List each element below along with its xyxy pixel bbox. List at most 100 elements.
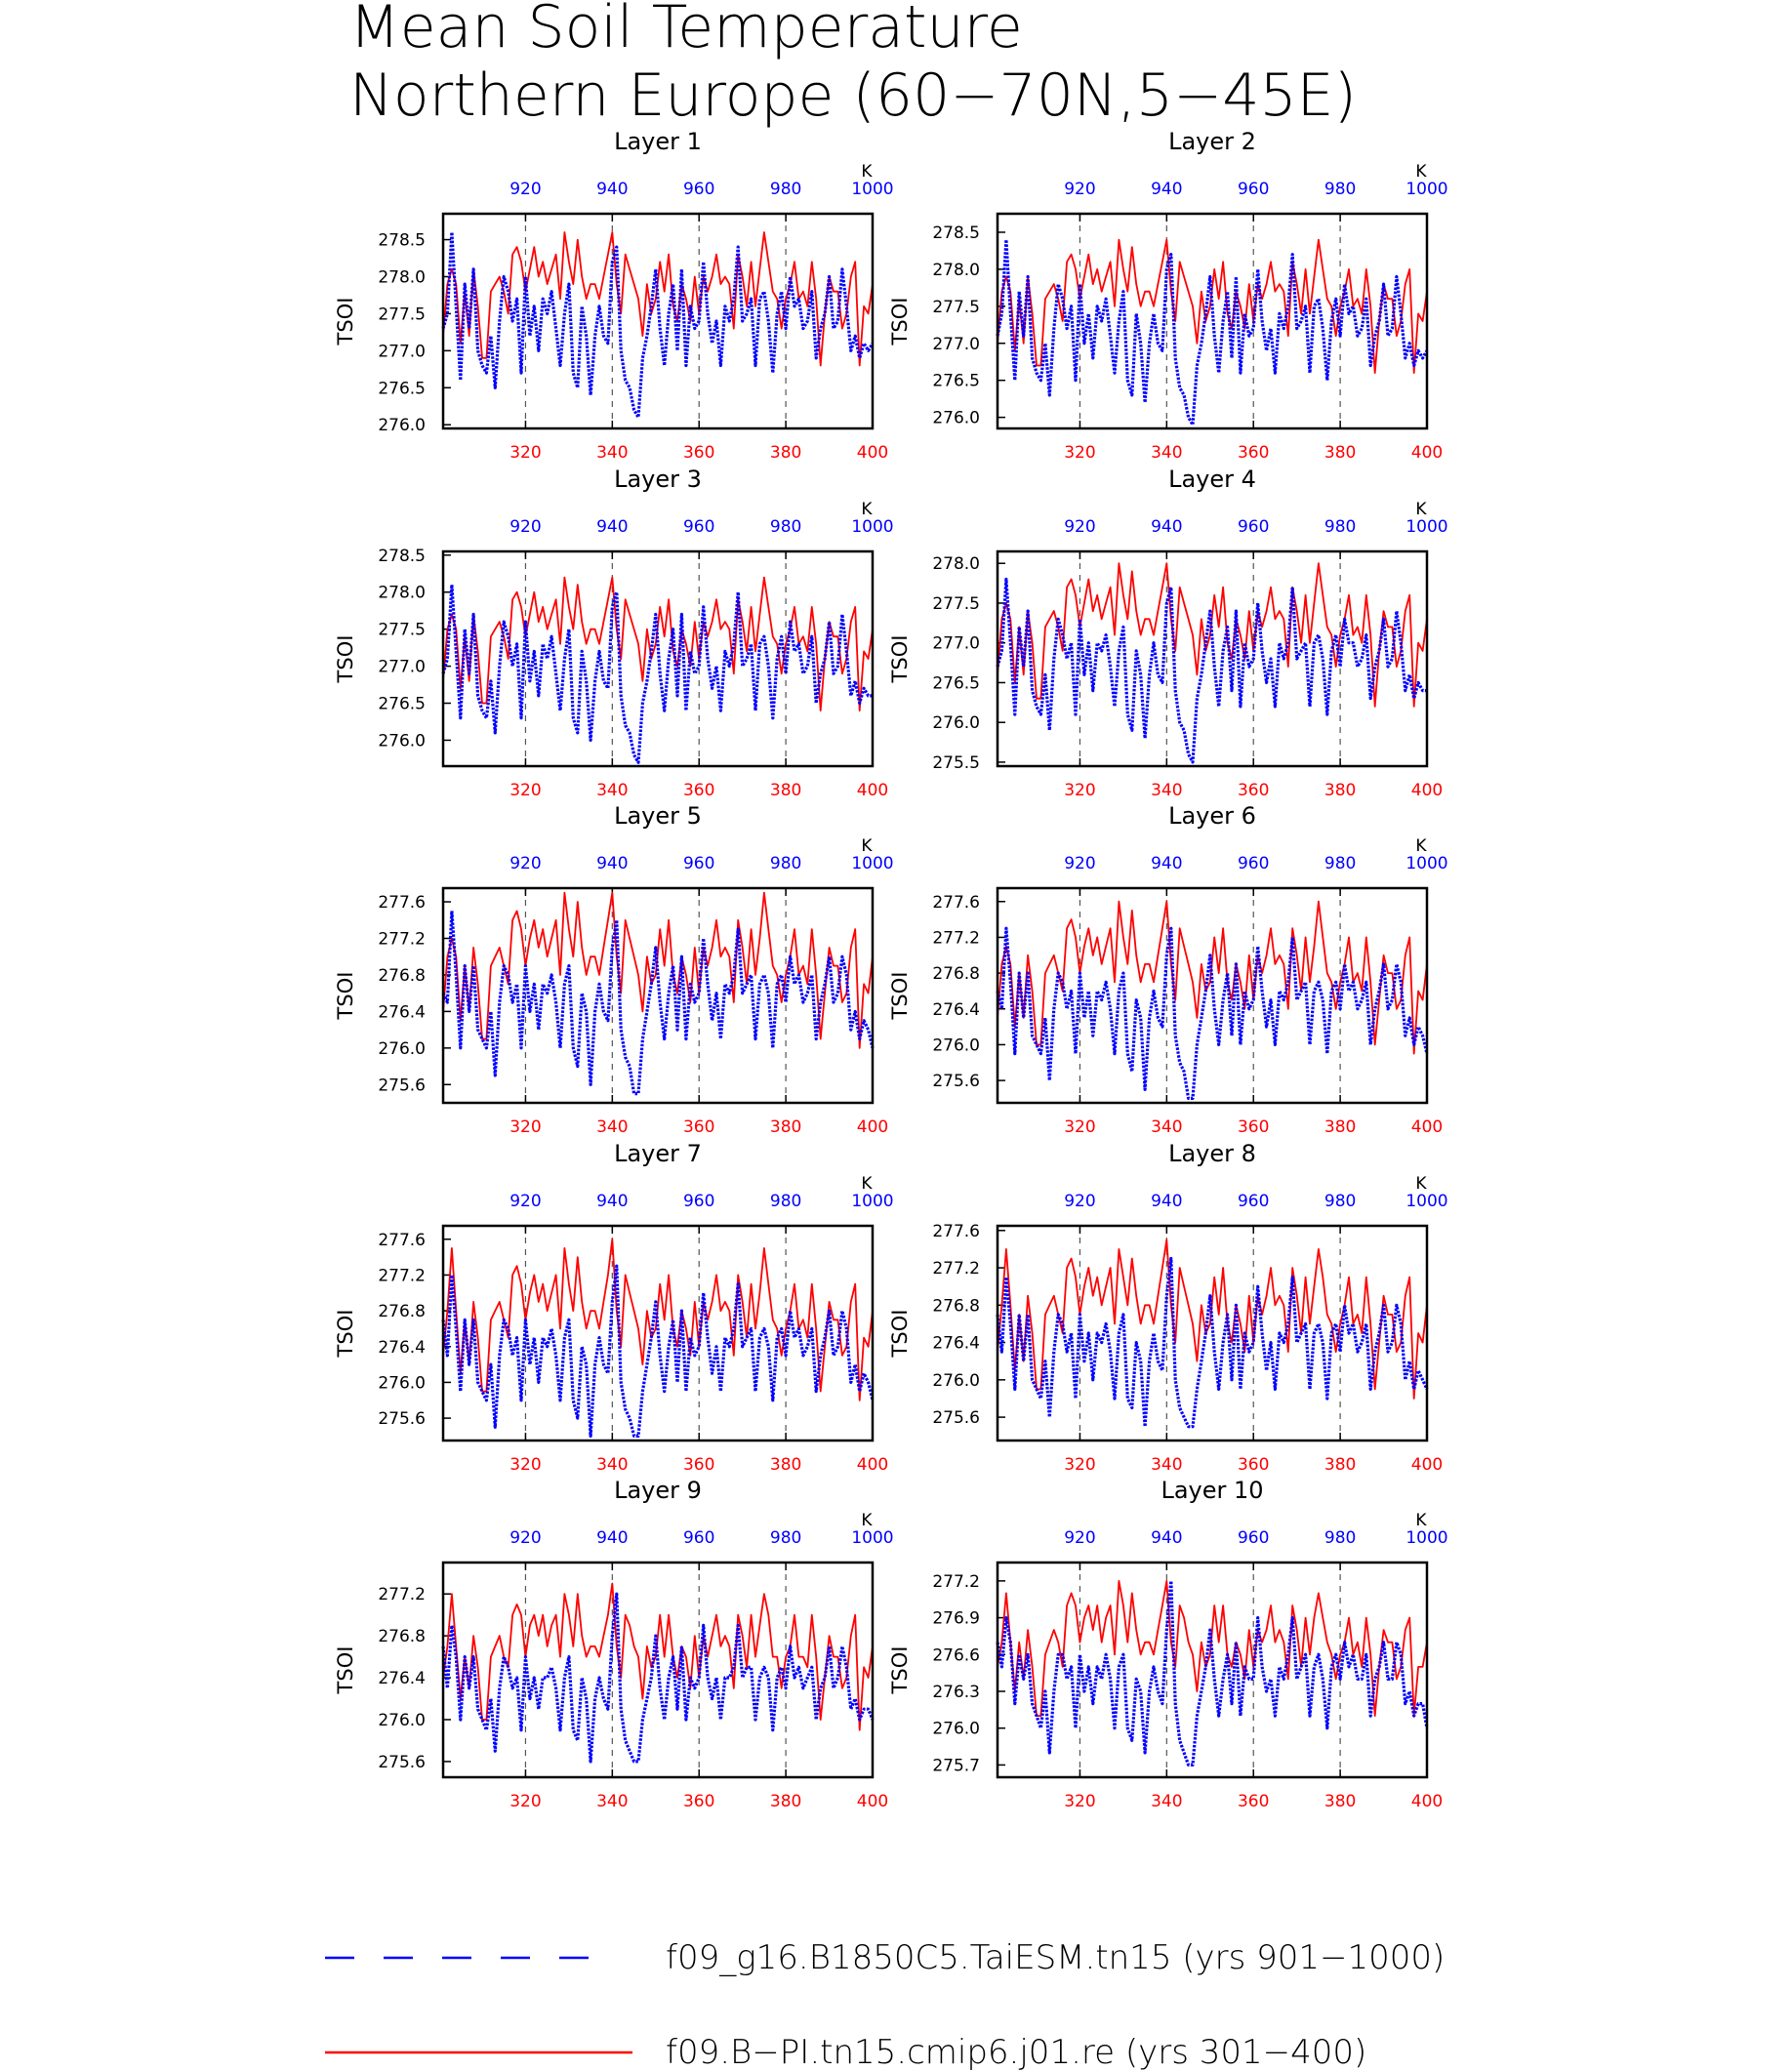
series-line-cmip6	[997, 900, 1428, 1055]
x-bottom-tick-label: 320	[1064, 1117, 1095, 1137]
y-tick-label: 277.6	[378, 893, 426, 913]
panel-layer-3: Layer 3 K TSOI 320 340 360 380 400 920 940 960 980 1…	[334, 466, 894, 800]
unit-label: K	[1415, 162, 1427, 182]
figure-title-line2: Northern Europe (60−70N,5−45E)	[349, 61, 1357, 130]
x-bottom-tick-label: 400	[1411, 1455, 1443, 1475]
series-line-cmip6	[997, 562, 1428, 708]
x-bottom-tick-label: 340	[596, 1792, 628, 1811]
y-tick-label: 278.5	[932, 223, 980, 243]
y-tick-label: 276.0	[932, 1720, 980, 1739]
y-tick-label: 276.6	[932, 1645, 980, 1665]
x-bottom-tick-label: 340	[1151, 1117, 1182, 1137]
y-tick-label: 275.7	[932, 1756, 980, 1775]
x-bottom-tick-label: 360	[683, 1117, 714, 1137]
x-top-tick-label: 940	[596, 180, 628, 199]
series-line-cmip6	[442, 891, 874, 1049]
y-tick-label: 275.5	[932, 753, 980, 773]
y-tick-label: 275.6	[932, 1072, 980, 1091]
plot-frame	[441, 212, 875, 430]
plot-frame	[441, 549, 875, 768]
x-top-tick-label: 1000	[851, 1528, 893, 1548]
series-line-taiesm	[996, 1256, 1429, 1429]
y-tick-label: 278.5	[378, 547, 426, 566]
y-tick-label: 275.6	[378, 1076, 426, 1095]
y-tick-label: 277.5	[932, 594, 980, 614]
y-tick-label: 278.0	[932, 261, 980, 280]
panel-layer-10: Layer 10 K TSOI 320 340 360 380 400 920 940 960 980…	[888, 1477, 1448, 1811]
x-top-tick-label: 980	[1324, 1192, 1356, 1211]
x-bottom-tick-label: 360	[1238, 1117, 1269, 1137]
x-top-tick-label: 940	[596, 517, 628, 537]
x-top-tick-label: 940	[1151, 1192, 1182, 1211]
x-bottom-tick-label: 340	[1151, 443, 1182, 463]
series-line-taiesm	[441, 230, 875, 420]
unit-label: K	[1415, 1174, 1427, 1194]
x-top-tick-label: 960	[1238, 1528, 1269, 1548]
x-top-tick-label: 960	[683, 180, 714, 199]
y-tick-label: 277.2	[932, 928, 980, 948]
unit-label: K	[861, 500, 873, 519]
panel-layer-9: Layer 9 K TSOI 320 340 360 380 400 920 940 960 980 1…	[334, 1477, 894, 1811]
plot-frame	[996, 886, 1429, 1105]
x-top-tick-label: 940	[1151, 854, 1182, 873]
x-bottom-tick-label: 380	[770, 1792, 801, 1811]
x-top-tick-label: 920	[509, 1192, 541, 1211]
x-bottom-tick-label: 320	[509, 1455, 541, 1475]
x-bottom-tick-label: 380	[1324, 1117, 1356, 1137]
panels-container: Layer 1 K TSOI 320 340 360 380 400 920 940 960 980 1…	[334, 128, 1448, 1811]
panel-title: Layer 9	[614, 1477, 702, 1504]
y-tick-label: 275.6	[378, 1753, 426, 1772]
y-axis-label: TSOI	[334, 972, 357, 1021]
y-tick-label: 277.6	[378, 1231, 426, 1250]
x-bottom-tick-label: 320	[1064, 443, 1095, 463]
x-top-tick-label: 920	[509, 180, 541, 199]
y-axis-label: TSOI	[888, 1646, 912, 1695]
y-tick-label: 276.8	[378, 966, 426, 986]
x-top-tick-label: 980	[770, 1192, 801, 1211]
panel-layer-4: Layer 4 K TSOI 320 340 360 380 400 920 940 960 980 1…	[888, 466, 1448, 800]
y-tick-label: 276.0	[932, 713, 980, 733]
x-top-tick-label: 980	[770, 180, 801, 199]
y-tick-label: 277.6	[932, 893, 980, 913]
legend-label-cmip6: f09.B−PI.tn15.cmip6.j01.re (yrs 301−400)	[666, 2033, 1366, 2071]
panel-title: Layer 3	[614, 466, 702, 493]
series-line-cmip6	[997, 1580, 1428, 1717]
y-tick-label: 276.0	[932, 409, 980, 428]
y-tick-label: 277.0	[378, 658, 426, 677]
y-tick-label: 277.6	[932, 1222, 980, 1241]
y-tick-label: 276.4	[932, 1334, 980, 1354]
series-line-taiesm	[996, 577, 1427, 764]
x-top-tick-label: 960	[683, 1528, 714, 1548]
y-tick-label: 278.0	[932, 554, 980, 574]
x-top-tick-label: 920	[509, 517, 541, 537]
y-tick-label: 277.0	[378, 342, 426, 361]
x-top-tick-label: 1000	[851, 854, 893, 873]
x-bottom-tick-label: 340	[1151, 781, 1182, 800]
x-top-tick-label: 920	[509, 854, 541, 873]
x-bottom-tick-label: 400	[857, 781, 888, 800]
panel-layer-1: Layer 1 K TSOI 320 340 360 380 400 920 940 960 980 1…	[334, 128, 894, 463]
series-line-taiesm	[441, 909, 875, 1096]
x-top-tick-label: 960	[683, 854, 714, 873]
x-top-tick-label: 980	[770, 1528, 801, 1548]
x-bottom-tick-label: 320	[509, 781, 541, 800]
x-bottom-tick-label: 340	[596, 443, 628, 463]
x-top-tick-label: 1000	[851, 517, 893, 537]
panel-title: Layer 4	[1168, 466, 1256, 493]
series-line-taiesm	[441, 1592, 875, 1764]
x-bottom-tick-label: 360	[683, 1455, 714, 1475]
panel-layer-8: Layer 8 K TSOI 320 340 360 380 400 920 940 960 980 1…	[888, 1140, 1448, 1475]
series-line-taiesm	[441, 583, 873, 764]
x-top-tick-label: 1000	[1405, 517, 1447, 537]
x-bottom-tick-label: 380	[1324, 1792, 1356, 1811]
series-line-cmip6	[442, 231, 874, 367]
x-bottom-tick-label: 380	[1324, 1455, 1356, 1475]
y-tick-label: 276.4	[378, 1669, 426, 1688]
x-bottom-tick-label: 360	[1238, 1455, 1269, 1475]
x-top-tick-label: 1000	[1405, 1528, 1447, 1548]
x-bottom-tick-label: 400	[857, 1792, 888, 1811]
x-top-tick-label: 960	[1238, 517, 1269, 537]
plot-frame	[996, 1224, 1429, 1442]
unit-label: K	[861, 162, 873, 182]
